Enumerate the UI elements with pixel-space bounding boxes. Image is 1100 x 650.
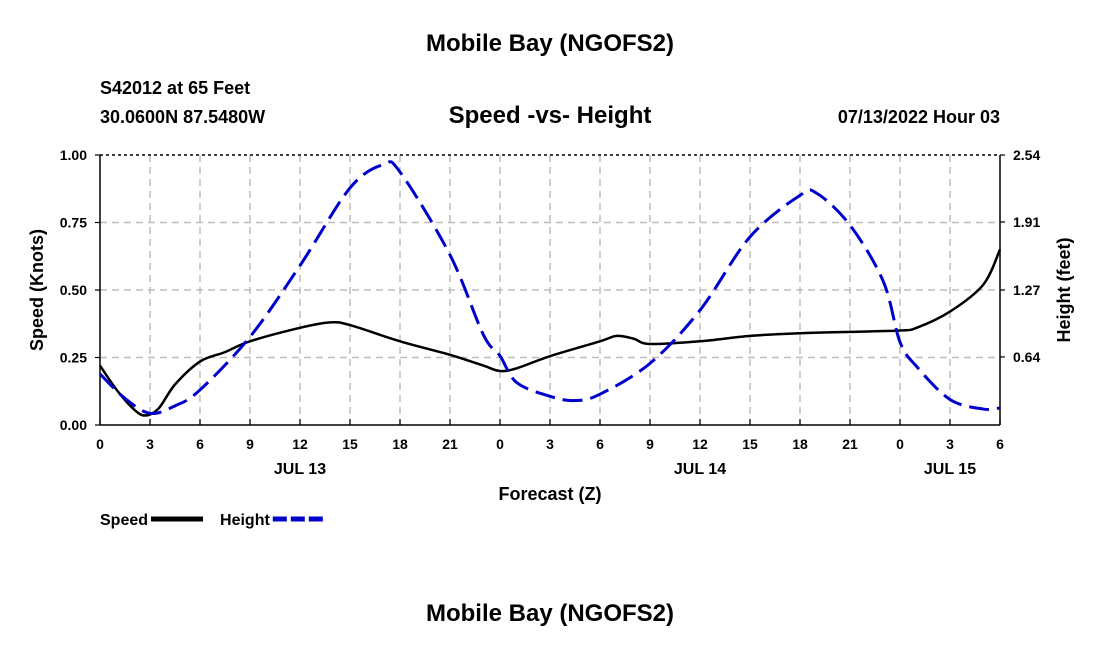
station-label: S42012 at 65 Feet [100, 78, 251, 98]
chart-title: Speed -vs- Height [448, 102, 652, 129]
x-tick-label: 15 [742, 436, 758, 452]
footer-title: Mobile Bay (NGOFS2) [425, 600, 675, 627]
x-tick-label: 0 [496, 436, 504, 452]
x-tick-label: 6 [996, 436, 1004, 452]
date-label: JUL 15 [924, 461, 976, 478]
x-tick-label: 21 [842, 436, 858, 452]
y-axis-right-title: Height (feet) [1054, 238, 1074, 343]
x-tick-label: 0 [896, 436, 904, 452]
y-left-tick-label: 0.75 [60, 215, 87, 231]
x-tick-label: 18 [392, 436, 408, 452]
legend-label-height: Height [220, 512, 270, 529]
series-line-height [98, 160, 1001, 416]
x-tick-label: 21 [442, 436, 458, 452]
y-right-tick-label: 1.27 [1013, 282, 1040, 298]
series-line-speed [98, 248, 1002, 417]
x-tick-label: 3 [146, 436, 154, 452]
y-left-tick-label: 0.00 [60, 417, 87, 433]
x-tick-label: 9 [646, 436, 654, 452]
x-axis-title: Forecast (Z) [498, 484, 601, 504]
x-tick-label: 3 [546, 436, 554, 452]
x-tick-label: 12 [292, 436, 308, 452]
y-right-tick-label: 0.64 [1013, 349, 1040, 365]
x-tick-label: 15 [342, 436, 358, 452]
x-tick-label: 18 [792, 436, 808, 452]
x-tick-label: 9 [246, 436, 254, 452]
forecast-timestamp: 07/13/2022 Hour 03 [837, 107, 1000, 127]
x-tick-label: 6 [196, 436, 204, 452]
date-label: JUL 14 [674, 461, 726, 478]
y-left-tick-label: 0.50 [60, 282, 87, 298]
date-label: JUL 13 [274, 461, 326, 478]
x-tick-label: 0 [96, 436, 104, 452]
x-tick-label: 3 [946, 436, 954, 452]
y-right-tick-label: 1.91 [1013, 214, 1040, 230]
legend-label-speed: Speed [100, 512, 148, 529]
y-left-tick-label: 1.00 [60, 147, 87, 163]
x-tick-label: 12 [692, 436, 708, 452]
y-right-tick-label: 2.54 [1013, 147, 1040, 163]
x-tick-label: 6 [596, 436, 604, 452]
y-axis-left-title: Speed (Knots) [27, 229, 47, 351]
page-title: Mobile Bay (NGOFS2) [425, 30, 675, 57]
coordinates-label: 30.0600N 87.5480W [100, 107, 266, 127]
y-left-tick-label: 0.25 [60, 350, 87, 366]
